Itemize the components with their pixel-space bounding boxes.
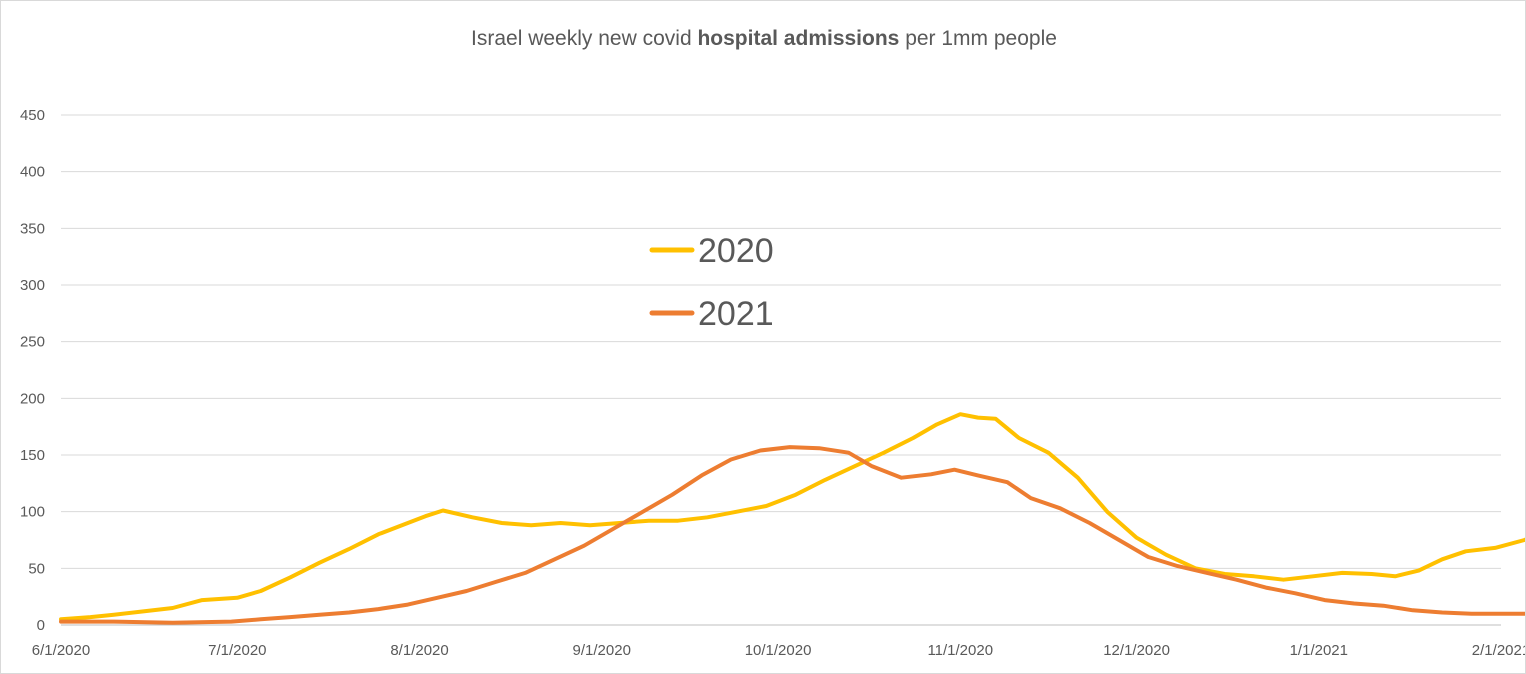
legend-label-2021: 2021 bbox=[698, 295, 774, 333]
y-tick-label: 200 bbox=[20, 390, 45, 407]
y-tick-label: 150 bbox=[20, 447, 45, 464]
x-tick-label: 9/1/2020 bbox=[573, 642, 631, 659]
legend-label-2020: 2020 bbox=[698, 232, 774, 270]
y-axis: 0 50 100 150 200 250 300 350 400 450 bbox=[20, 107, 45, 634]
chart-title-prefix: Israel weekly new covid bbox=[471, 27, 697, 50]
series-line-2020 bbox=[59, 412, 1525, 622]
x-tick-label: 6/1/2020 bbox=[32, 642, 90, 659]
y-tick-label: 350 bbox=[20, 220, 45, 237]
x-tick-label: 8/1/2020 bbox=[390, 642, 448, 659]
y-tick-label: 50 bbox=[28, 560, 45, 577]
y-tick-label: 250 bbox=[20, 334, 45, 351]
y-tick-label: 300 bbox=[20, 277, 45, 294]
y-tick-label: 400 bbox=[20, 164, 45, 181]
y-tick-label: 100 bbox=[20, 504, 45, 521]
x-tick-label: 2/1/2021 bbox=[1472, 642, 1525, 659]
series-lines bbox=[59, 412, 1525, 625]
x-tick-label: 11/1/2020 bbox=[927, 642, 993, 659]
x-tick-label: 1/1/2021 bbox=[1290, 642, 1348, 659]
chart-title-bold: hospital admissions bbox=[697, 27, 899, 50]
chart-title-suffix: per 1mm people bbox=[899, 27, 1057, 50]
x-tick-label: 10/1/2020 bbox=[745, 642, 812, 659]
chart-title: Israel weekly new covid hospital admissi… bbox=[471, 27, 1057, 50]
x-tick-label: 7/1/2020 bbox=[208, 642, 266, 659]
y-tick-label: 0 bbox=[37, 617, 45, 634]
y-tick-label: 450 bbox=[20, 107, 45, 124]
legend: 2020 2021 bbox=[649, 232, 774, 333]
x-tick-label: 12/1/2020 bbox=[1103, 642, 1170, 659]
series-line-2021 bbox=[59, 445, 1525, 625]
gridlines bbox=[61, 114, 1501, 626]
x-axis: 6/1/2020 7/1/2020 8/1/2020 9/1/2020 10/1/202… bbox=[32, 642, 1525, 659]
